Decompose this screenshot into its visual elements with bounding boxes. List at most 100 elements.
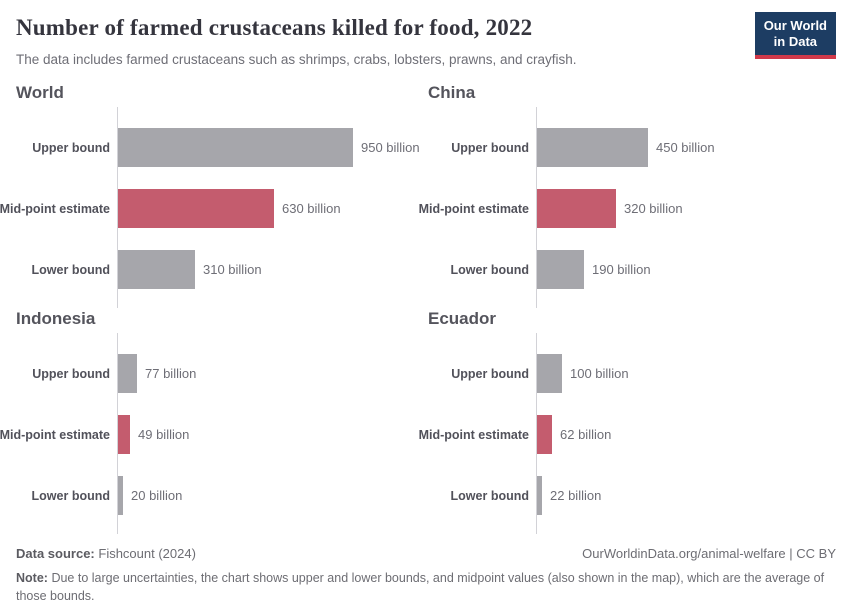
bar-cell: 100 billion xyxy=(536,343,840,404)
axis-extension xyxy=(16,107,428,117)
header: Number of farmed crustaceans killed for … xyxy=(0,0,850,67)
panel-title-indonesia: Indonesia xyxy=(16,309,96,328)
axis-extension xyxy=(16,300,428,308)
category-label: Lower bound xyxy=(31,262,110,277)
bar-world-upper-bound xyxy=(118,128,353,167)
category-label: Upper bound xyxy=(32,140,110,155)
footer-note-label: Note: xyxy=(16,571,48,585)
bar-row-lower-bound: Lower bound 190 billion xyxy=(428,239,840,300)
axis-line xyxy=(117,526,428,534)
value-label: 62 billion xyxy=(560,427,612,442)
bar-cell: 20 billion xyxy=(117,465,428,526)
value-label: 450 billion xyxy=(656,140,715,155)
chart-subtitle: The data includes farmed crustaceans suc… xyxy=(16,52,577,67)
axis-line xyxy=(117,107,428,117)
bar-indonesia-upper-bound xyxy=(118,354,137,393)
bar-indonesia-mid-point-estimate xyxy=(118,415,130,454)
data-source-value: Fishcount (2024) xyxy=(98,546,196,561)
value-label: 320 billion xyxy=(624,201,683,216)
data-source: Data source: Fishcount (2024) xyxy=(16,546,196,561)
value-label: 190 billion xyxy=(592,262,651,277)
category-label: Mid-point estimate xyxy=(418,427,529,442)
bar-row-mid-point-estimate: Mid-point estimate 320 billion xyxy=(419,178,840,239)
data-source-label: Data source: xyxy=(16,546,95,561)
bar-cell: 950 billion xyxy=(117,117,428,178)
value-label: 100 billion xyxy=(570,366,629,381)
bar-row-mid-point-estimate: Mid-point estimate 49 billion xyxy=(0,404,428,465)
axis-line xyxy=(536,333,840,343)
bar-cell: 310 billion xyxy=(117,239,428,300)
bar-world-mid-point-estimate xyxy=(118,189,274,228)
owid-logo-line1: Our World xyxy=(763,18,827,33)
category-label: Upper bound xyxy=(451,366,529,381)
panel-china: China Upper bound 450 billion Mid-point est… xyxy=(419,82,840,308)
value-label: 950 billion xyxy=(361,140,420,155)
axis-line xyxy=(117,300,428,308)
label-spacer xyxy=(428,526,536,534)
bar-row-lower-bound: Lower bound 22 billion xyxy=(428,465,840,526)
value-label: 20 billion xyxy=(131,488,183,503)
axis-line xyxy=(536,300,840,308)
axis-extension xyxy=(428,300,840,308)
bar-china-mid-point-estimate xyxy=(537,189,616,228)
category-label: Mid-point estimate xyxy=(0,427,110,442)
panels: World Upper bound 950 billion Mid-point est… xyxy=(0,67,850,534)
bar-row-upper-bound: Upper bound 950 billion xyxy=(16,117,428,178)
panel-world: World Upper bound 950 billion Mid-point est… xyxy=(0,82,428,308)
bar-row-upper-bound: Upper bound 77 billion xyxy=(16,343,428,404)
footer-note-text: Due to large uncertainties, the chart sh… xyxy=(16,571,825,600)
label-spacer xyxy=(16,107,117,117)
value-label: 49 billion xyxy=(138,427,190,442)
value-label: 630 billion xyxy=(282,201,341,216)
category-label: Lower bound xyxy=(31,488,110,503)
category-label: Mid-point estimate xyxy=(0,201,110,216)
label-spacer xyxy=(16,526,117,534)
label-spacer xyxy=(16,333,117,343)
axis-extension xyxy=(428,526,840,534)
footer-note: Note: Due to large uncertainties, the ch… xyxy=(16,569,836,600)
bar-row-upper-bound: Upper bound 100 billion xyxy=(428,343,840,404)
bar-cell: 62 billion xyxy=(536,404,840,465)
bar-cell: 22 billion xyxy=(536,465,840,526)
category-label: Lower bound xyxy=(450,262,529,277)
footer-source-row: Data source: Fishcount (2024) OurWorldin… xyxy=(16,546,836,561)
panel-title-world: World xyxy=(16,83,64,102)
category-label: Lower bound xyxy=(450,488,529,503)
bar-cell: 77 billion xyxy=(117,343,428,404)
bar-china-upper-bound xyxy=(537,128,648,167)
label-spacer xyxy=(428,300,536,308)
bar-ecuador-lower-bound xyxy=(537,476,542,515)
label-spacer xyxy=(16,300,117,308)
axis-line xyxy=(117,333,428,343)
bar-cell: 450 billion xyxy=(536,117,840,178)
bar-indonesia-lower-bound xyxy=(118,476,123,515)
axis-line xyxy=(536,107,840,117)
category-label: Upper bound xyxy=(451,140,529,155)
bar-ecuador-mid-point-estimate xyxy=(537,415,552,454)
bar-cell: 190 billion xyxy=(536,239,840,300)
owid-url-license: OurWorldinData.org/animal-welfare | CC B… xyxy=(582,546,836,561)
axis-extension xyxy=(16,333,428,343)
owid-logo: Our World in Data xyxy=(754,12,836,59)
chart-title: Number of farmed crustaceans killed for … xyxy=(16,15,533,40)
category-label: Upper bound xyxy=(32,366,110,381)
axis-line xyxy=(536,526,840,534)
bar-row-lower-bound: Lower bound 310 billion xyxy=(16,239,428,300)
panel-title-china: China xyxy=(428,83,476,102)
header-text: Number of farmed crustaceans killed for … xyxy=(16,14,577,67)
bar-row-upper-bound: Upper bound 450 billion xyxy=(428,117,840,178)
panel-title-ecuador: Ecuador xyxy=(428,309,497,328)
bar-cell: 630 billion xyxy=(117,178,428,239)
bar-row-mid-point-estimate: Mid-point estimate 630 billion xyxy=(0,178,428,239)
bar-cell: 49 billion xyxy=(117,404,428,465)
bar-row-lower-bound: Lower bound 20 billion xyxy=(16,465,428,526)
bar-row-mid-point-estimate: Mid-point estimate 62 billion xyxy=(418,404,840,465)
value-label: 310 billion xyxy=(203,262,262,277)
bar-china-lower-bound xyxy=(537,250,584,289)
axis-extension xyxy=(428,107,840,117)
axis-extension xyxy=(428,333,840,343)
value-label: 77 billion xyxy=(145,366,197,381)
bar-world-lower-bound xyxy=(118,250,195,289)
bar-ecuador-upper-bound xyxy=(537,354,562,393)
